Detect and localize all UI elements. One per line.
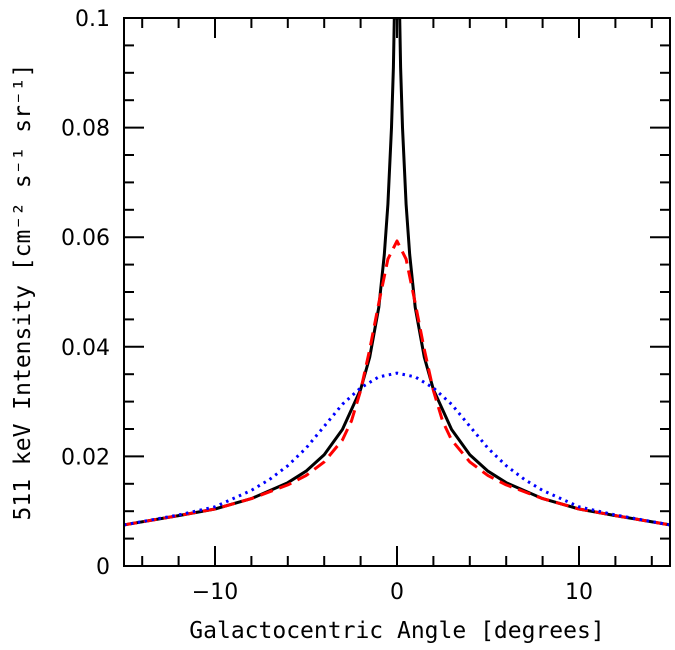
y-tick-label: 0 [96,555,110,580]
y-tick-label: 0.06 [61,226,110,251]
plot-frame [123,17,671,567]
series-dashed-line [124,239,670,527]
series-solid-line [124,18,670,527]
x-tick-label: 0 [390,580,404,605]
y-axis-title: 511 keV Intensity [cm⁻² s⁻¹ sr⁻¹] [10,64,36,521]
x-tick-label: −10 [192,580,238,605]
x-tick-label: 10 [565,580,593,605]
y-tick-label: 0.08 [61,117,110,142]
y-tick-label: 0.1 [75,7,110,32]
y-tick-label: 0.04 [61,336,110,361]
x-axis-title: Galactocentric Angle [degrees] [189,618,604,644]
series-dotted-line [124,371,670,527]
y-tick-label: 0.02 [61,445,110,470]
